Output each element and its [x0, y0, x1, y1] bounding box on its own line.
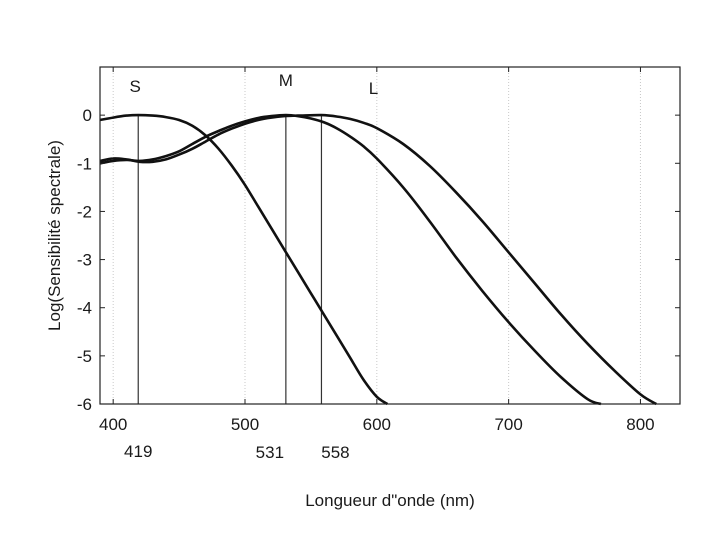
y-tick-label: -1: [77, 154, 92, 173]
grid-layer: [112, 67, 641, 404]
peak-label-l: L: [369, 79, 378, 98]
y-tick-label: -6: [77, 395, 92, 414]
x-tick-label: 600: [363, 415, 391, 434]
y-tick-label: 0: [83, 106, 92, 125]
x-tick-label: 400: [99, 415, 127, 434]
plot-frame: [99, 66, 681, 405]
series-line-3: [99, 113, 657, 406]
series-layer: [99, 113, 657, 406]
x-tick-label: 800: [626, 415, 654, 434]
x-tick-label: 700: [494, 415, 522, 434]
peak-label-s: S: [130, 77, 141, 96]
y-tick-label: -3: [77, 251, 92, 270]
peak-lines: [137, 115, 323, 404]
peak-wavelength-label: 531: [256, 443, 284, 462]
y-tick-label: -2: [77, 202, 92, 221]
peak-wavelength-label: 558: [321, 443, 349, 462]
series-line-1: [99, 113, 389, 406]
x-tick-label: 500: [231, 415, 259, 434]
peak-label-m: M: [279, 71, 293, 90]
x-axis-label: Longueur d"onde (nm): [305, 491, 475, 510]
y-tick-label: -4: [77, 299, 92, 318]
axis-ticks: [100, 67, 680, 405]
y-tick-label: -5: [77, 347, 92, 366]
y-axis-label: Log(Sensibilité spectrale): [45, 140, 64, 331]
peak-wavelength-label: 419: [124, 442, 152, 461]
axis-tick-labels: 400 500 600 700 800 0 -1 -2 -3 -4 -5 -6 S 419 M 531 L 558: [77, 71, 655, 462]
